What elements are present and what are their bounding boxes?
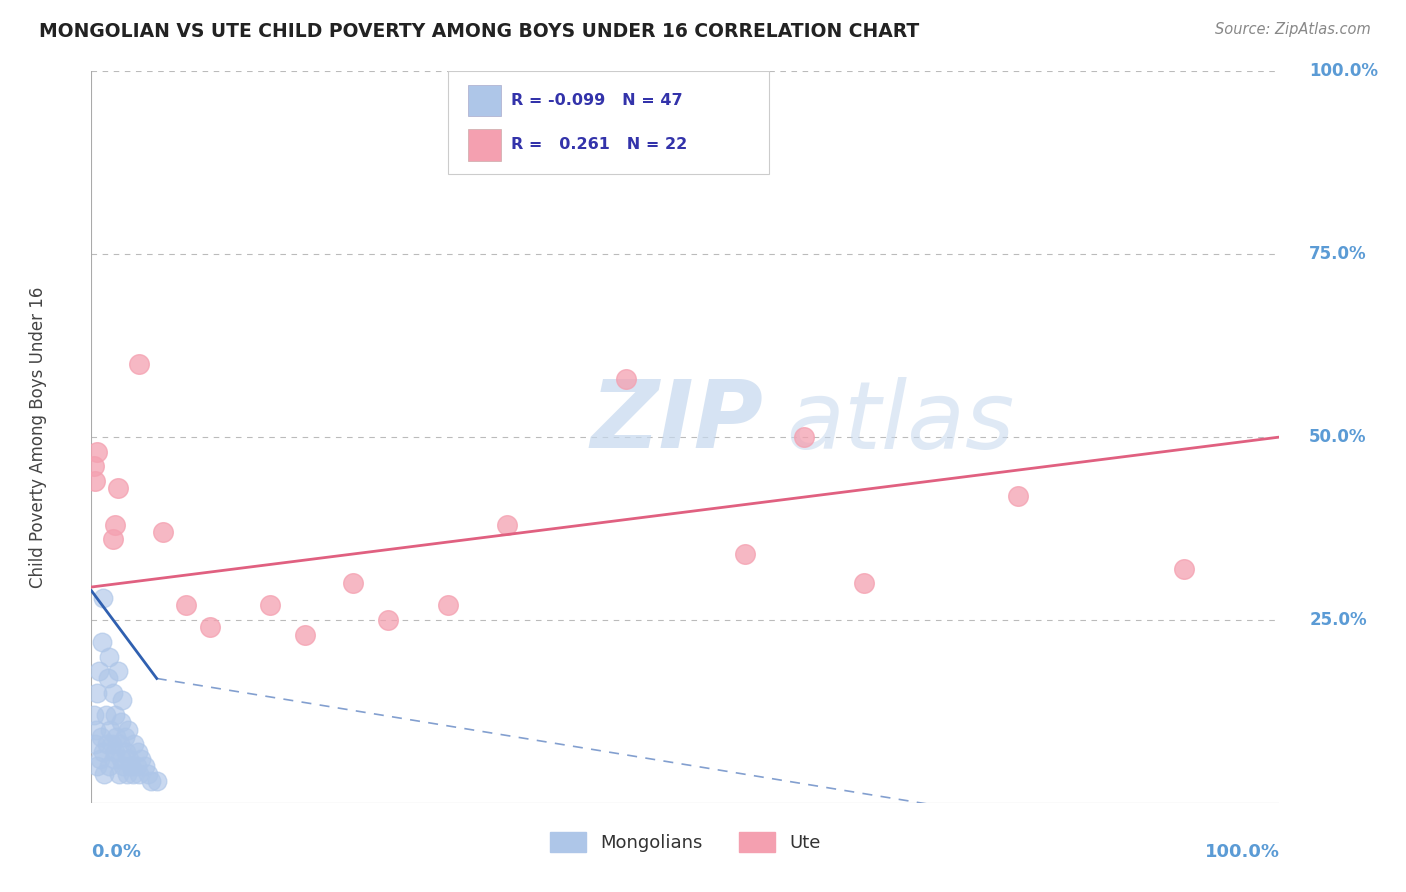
Point — [118, 752, 141, 766]
Point — [100, 737, 122, 751]
Point — [1173, 562, 1195, 576]
Bar — [468, 85, 502, 116]
Point — [496, 517, 519, 532]
Point — [101, 533, 124, 547]
Point — [200, 620, 222, 634]
Point — [176, 599, 198, 613]
Point — [87, 664, 110, 678]
Point — [107, 664, 129, 678]
Point — [377, 613, 399, 627]
Point — [122, 737, 145, 751]
Point — [793, 430, 815, 444]
Point — [1007, 489, 1029, 503]
Point — [100, 723, 122, 737]
Legend: Mongolians, Ute: Mongolians, Ute — [543, 824, 828, 860]
Point — [122, 766, 145, 780]
Point — [86, 444, 108, 458]
Point — [89, 752, 111, 766]
Point — [91, 591, 114, 605]
Point — [112, 759, 135, 773]
Point — [107, 481, 129, 495]
Point — [86, 686, 108, 700]
Point — [104, 517, 127, 532]
Point — [84, 723, 107, 737]
Point — [90, 730, 112, 744]
Point — [105, 730, 128, 744]
Point — [108, 737, 131, 751]
Point — [115, 766, 138, 780]
Point — [138, 766, 160, 780]
Point — [342, 576, 364, 591]
Text: 0.0%: 0.0% — [91, 843, 142, 861]
Point — [128, 766, 150, 780]
Text: 75.0%: 75.0% — [1309, 245, 1367, 263]
Point — [107, 766, 129, 780]
Text: 100.0%: 100.0% — [1205, 843, 1279, 861]
Point — [128, 357, 150, 371]
Point — [101, 686, 124, 700]
Bar — [468, 129, 502, 161]
Text: ZIP: ZIP — [591, 376, 763, 468]
Text: Source: ZipAtlas.com: Source: ZipAtlas.com — [1215, 22, 1371, 37]
Point — [91, 745, 114, 759]
Point — [145, 773, 167, 788]
Point — [139, 773, 162, 788]
Point — [152, 525, 174, 540]
Point — [86, 759, 108, 773]
Text: Child Poverty Among Boys Under 16: Child Poverty Among Boys Under 16 — [30, 286, 46, 588]
Point — [852, 576, 875, 591]
Point — [110, 715, 132, 730]
Point — [96, 737, 118, 751]
Point — [127, 745, 149, 759]
FancyBboxPatch shape — [447, 71, 769, 174]
Point — [94, 708, 117, 723]
Point — [93, 766, 115, 780]
Point — [117, 723, 139, 737]
Point — [115, 745, 138, 759]
Point — [120, 759, 142, 773]
Text: 50.0%: 50.0% — [1309, 428, 1367, 446]
Point — [83, 708, 105, 723]
Point — [734, 547, 756, 561]
Point — [98, 649, 121, 664]
Point — [129, 752, 152, 766]
Text: atlas: atlas — [786, 377, 1015, 468]
Text: R = -0.099   N = 47: R = -0.099 N = 47 — [510, 93, 682, 108]
Point — [83, 459, 105, 474]
Text: MONGOLIAN VS UTE CHILD POVERTY AMONG BOYS UNDER 16 CORRELATION CHART: MONGOLIAN VS UTE CHILD POVERTY AMONG BOY… — [39, 22, 920, 41]
Point — [110, 752, 132, 766]
Point — [98, 759, 121, 773]
Point — [84, 474, 107, 488]
Point — [111, 693, 134, 707]
Point — [84, 737, 107, 751]
Point — [436, 599, 458, 613]
Point — [104, 745, 127, 759]
Point — [97, 672, 120, 686]
Point — [104, 708, 127, 723]
Point — [614, 371, 637, 385]
Point — [134, 759, 156, 773]
Text: 25.0%: 25.0% — [1309, 611, 1367, 629]
Point — [259, 599, 281, 613]
Point — [125, 759, 148, 773]
Point — [294, 627, 316, 641]
Point — [103, 752, 125, 766]
Text: R =   0.261   N = 22: R = 0.261 N = 22 — [510, 137, 688, 152]
Point — [114, 730, 136, 744]
Text: 100.0%: 100.0% — [1309, 62, 1378, 80]
Point — [91, 635, 114, 649]
